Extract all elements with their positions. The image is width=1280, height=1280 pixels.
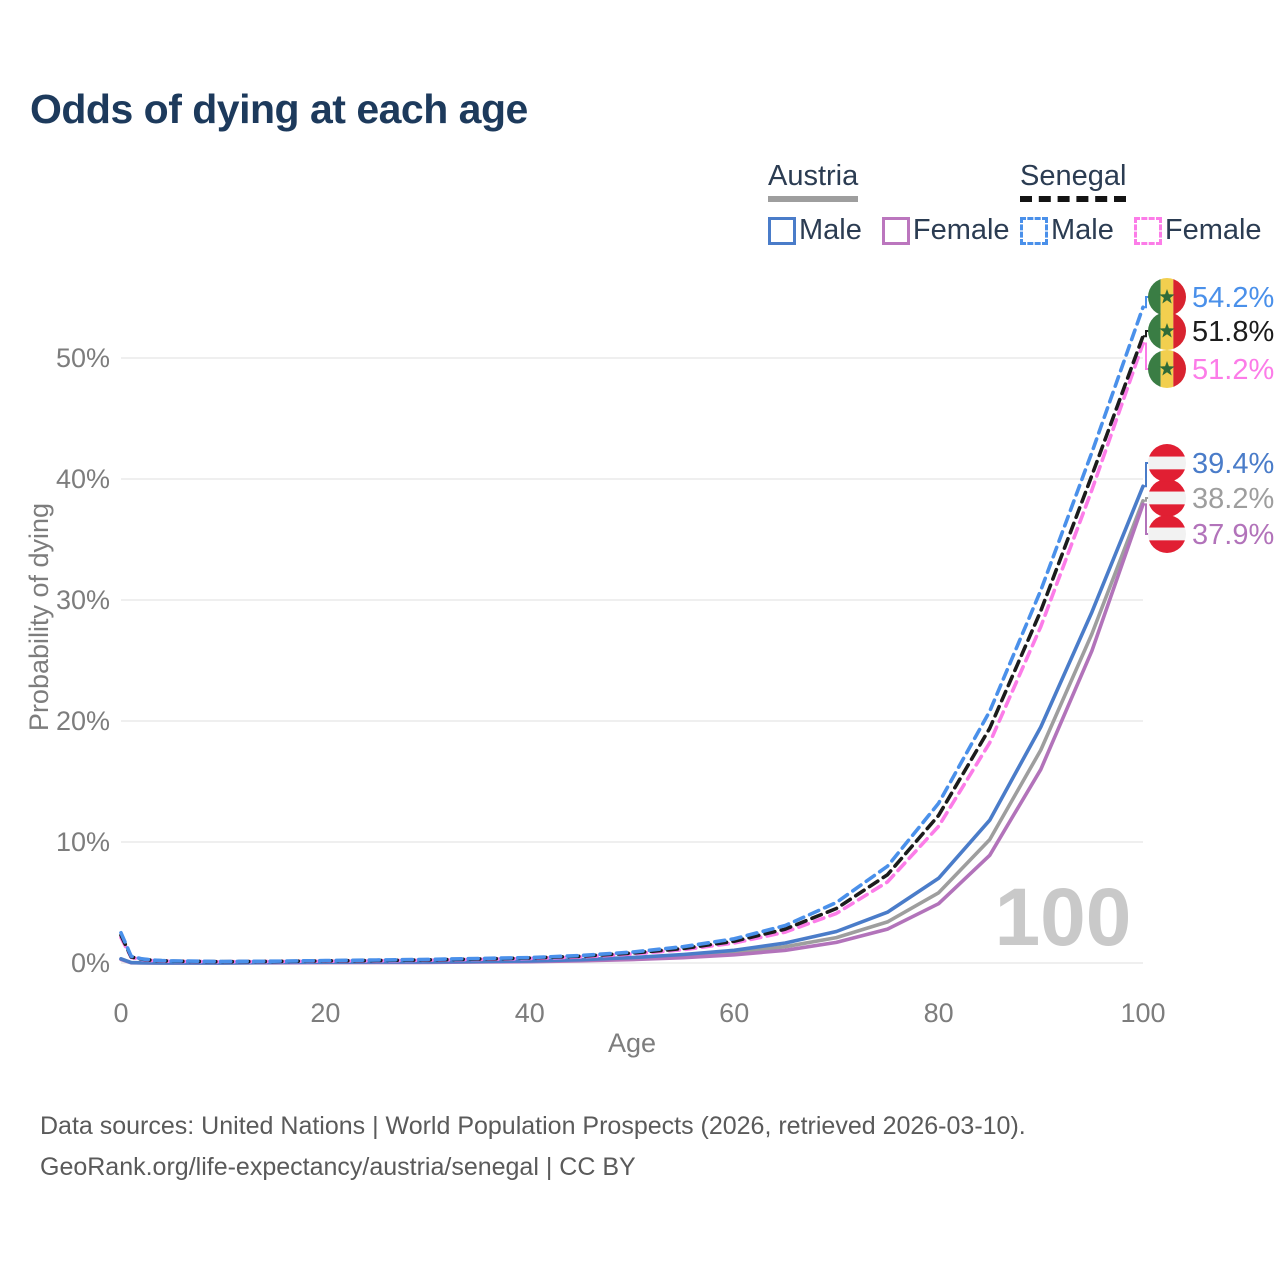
austria-flag-icon (1148, 479, 1186, 517)
x-tick-100: 100 (1120, 998, 1165, 1028)
x-tick-20: 20 (310, 998, 340, 1028)
age-counter-watermark: 100 (995, 872, 1132, 963)
legend-item-austria-male[interactable]: Male (768, 214, 862, 247)
page-title: Odds of dying at each age (30, 86, 528, 132)
y-tick-30: 30% (56, 585, 110, 615)
legend-title-austria: Austria (768, 160, 859, 202)
legend-row-senegal: Male Female (1020, 214, 1280, 247)
senegal-flag-icon (1148, 278, 1186, 316)
footer-attribution-link: GeoRank.org/life-expectancy/austria/sene… (40, 1153, 636, 1181)
y-tick-20: 20% (56, 706, 110, 736)
footer-data-sources: Data sources: United Nations | World Pop… (40, 1112, 1026, 1140)
legend-label-austria-female: Female (912, 214, 1010, 246)
series-line-senegal-both[interactable] (119, 334, 1145, 964)
end-value-label-senegal-female: 51.2% (1192, 354, 1274, 386)
legend-label-austria-male: Male (799, 214, 862, 246)
austria-flag-icon (1148, 444, 1186, 482)
x-axis-title: Age (608, 1028, 656, 1058)
x-tick-80: 80 (924, 998, 954, 1028)
senegal-flag-icon (1148, 312, 1186, 350)
x-tick-40: 40 (515, 998, 545, 1028)
series-line-austria-both[interactable] (119, 498, 1145, 965)
y-tick-50: 50% (56, 343, 110, 373)
footer: Data sources: United Nations | World Pop… (40, 1106, 1026, 1188)
y-tick-0: 0% (71, 948, 110, 978)
legend-group-senegal: Senegal Male Female (1020, 160, 1280, 247)
austria-male-swatch-icon (768, 216, 796, 245)
end-value-label-senegal-both: 51.8% (1192, 316, 1274, 348)
legend-item-senegal-male[interactable]: Male (1020, 214, 1114, 247)
y-tick-40: 40% (56, 464, 110, 494)
end-value-label-austria-both: 38.2% (1192, 483, 1274, 515)
series-line-austria-female[interactable] (119, 502, 1145, 965)
legend-item-senegal-female[interactable]: Female (1133, 214, 1262, 247)
austria-flag-icon (1148, 515, 1186, 553)
legend-item-austria-female[interactable]: Female (881, 214, 1010, 247)
series-line-senegal-male[interactable] (119, 305, 1145, 964)
austria-female-swatch-icon (881, 216, 910, 245)
end-value-label-austria-female: 37.9% (1192, 519, 1274, 551)
x-tick-0: 0 (113, 998, 128, 1028)
legend-label-senegal-female: Female (1164, 214, 1262, 246)
senegal-flag-icon (1148, 350, 1186, 388)
senegal-male-swatch-icon (1020, 216, 1048, 245)
end-value-label-austria-male: 39.4% (1192, 448, 1274, 480)
x-tick-60: 60 (719, 998, 749, 1028)
y-tick-10: 10% (56, 827, 110, 857)
y-axis-title: Probability of dying (24, 503, 54, 731)
end-value-label-senegal-male: 54.2% (1192, 282, 1274, 314)
series-line-senegal-female[interactable] (119, 341, 1145, 964)
senegal-female-swatch-icon (1133, 216, 1162, 245)
legend-title-senegal: Senegal (1020, 160, 1127, 202)
legend-group-austria: Austria Male Female (768, 160, 1030, 247)
legend-row-austria: Male Female (768, 214, 1030, 247)
legend-label-senegal-male: Male (1051, 214, 1114, 246)
